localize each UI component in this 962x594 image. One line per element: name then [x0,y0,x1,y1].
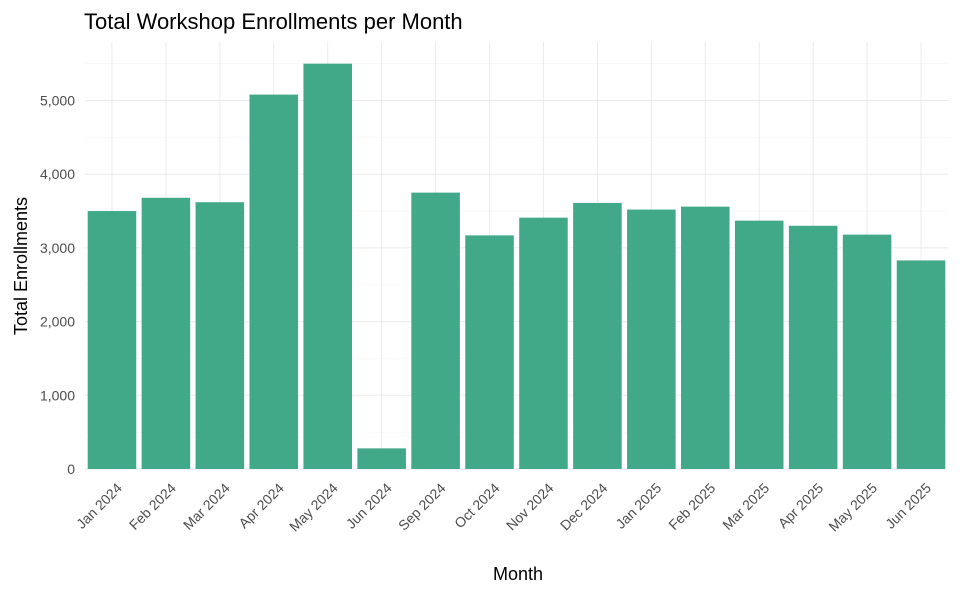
x-tick-label: Jan 2025 [612,480,664,532]
bar [303,63,352,470]
x-axis-ticks: Jan 2024 Feb 2024 Mar 2024 Apr 2024 May 2024… [73,480,934,535]
bar [896,260,946,469]
x-tick-label: Mar 2025 [719,480,772,533]
x-tick-label: Dec 2024 [557,480,611,534]
bar [411,192,460,469]
bar [357,448,406,469]
x-tick-label: Apr 2024 [235,480,287,532]
bar [842,234,892,469]
x-axis-title: Month [493,564,543,584]
x-tick-label: Oct 2024 [451,480,503,532]
y-tick-label: 1,000 [40,387,75,403]
bar [734,220,784,469]
y-axis-title: Total Enrollments [11,197,31,335]
chart-title: Total Workshop Enrollments per Month [84,9,463,34]
bar [195,202,245,469]
bar [519,217,568,469]
x-tick-label: May 2025 [825,480,880,535]
bar [141,197,191,469]
x-tick-label: Mar 2024 [180,480,233,533]
bars [87,63,946,470]
x-tick-label: Sep 2024 [395,480,449,534]
y-tick-label: 2,000 [40,314,75,330]
bar [465,235,514,469]
x-tick-label: Jun 2025 [882,480,934,532]
y-tick-label: 3,000 [40,240,75,256]
y-tick-label: 4,000 [40,166,75,182]
y-axis-ticks: 0 1,000 2,000 3,000 4,000 5,000 [40,93,75,478]
bar [249,94,299,469]
bar [681,206,730,470]
x-tick-label: Nov 2024 [503,480,557,534]
bar [87,211,137,470]
x-tick-label: Feb 2024 [126,480,179,533]
x-tick-label: Apr 2025 [775,480,827,532]
bar [627,209,676,470]
bar [573,202,622,469]
y-tick-label: 5,000 [40,93,75,109]
x-tick-label: Feb 2025 [665,480,718,533]
x-tick-label: May 2024 [286,480,341,535]
x-tick-label: Jun 2024 [343,480,395,532]
y-tick-label: 0 [67,461,75,477]
bar [788,225,838,469]
x-tick-label: Jan 2024 [73,480,125,532]
